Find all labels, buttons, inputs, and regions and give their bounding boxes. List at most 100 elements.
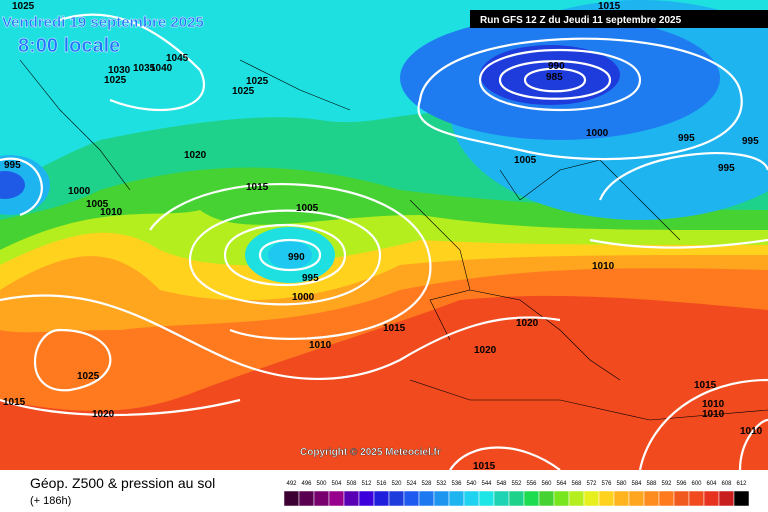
copyright: Copyright © 2025 Meteociel.fr bbox=[300, 447, 441, 458]
scale-label: 500 bbox=[316, 481, 327, 487]
scale-label: 540 bbox=[466, 481, 477, 487]
isobar-label: 1035 bbox=[133, 63, 156, 74]
scale-label: 548 bbox=[496, 481, 507, 487]
isobar-label: 995 bbox=[4, 160, 21, 171]
isobar-label: 1010 bbox=[592, 261, 615, 272]
scale-swatch bbox=[298, 490, 315, 507]
isobar-label: 985 bbox=[546, 72, 563, 83]
scale-swatch bbox=[328, 490, 345, 507]
isobar-label: 1025 bbox=[12, 1, 35, 12]
time-text: 8:00 locale bbox=[18, 35, 120, 57]
scale-swatch bbox=[358, 490, 375, 507]
scale-label: 564 bbox=[556, 481, 567, 487]
scale-label: 528 bbox=[421, 481, 432, 487]
scale-swatch bbox=[598, 490, 615, 507]
scale-swatch bbox=[688, 490, 705, 507]
isobar-label: 995 bbox=[718, 163, 735, 174]
scale-swatch bbox=[418, 490, 435, 507]
run-box bbox=[470, 10, 768, 28]
isobar-label: 1020 bbox=[92, 409, 115, 420]
scale-label: 552 bbox=[511, 481, 522, 487]
isobar-label: 1000 bbox=[586, 128, 609, 139]
isobar bbox=[417, 37, 743, 161]
isobar-label: 1010 bbox=[702, 399, 725, 410]
isobar-label: 1015 bbox=[383, 323, 406, 334]
isobar-label: 1030 bbox=[108, 65, 131, 76]
isobar-label: 995 bbox=[678, 133, 695, 144]
isobar-label: 1005 bbox=[86, 199, 109, 210]
scale-label: 512 bbox=[361, 481, 372, 487]
isobar-label: 1020 bbox=[516, 318, 539, 329]
scale-label: 532 bbox=[436, 481, 447, 487]
scale-label: 588 bbox=[646, 481, 657, 487]
scale-swatch bbox=[463, 490, 480, 507]
scale-swatch bbox=[628, 490, 645, 507]
scale-swatch bbox=[733, 490, 750, 507]
scale-label: 600 bbox=[691, 481, 702, 487]
isobar-label: 1010 bbox=[740, 426, 763, 437]
scale-swatch bbox=[403, 490, 420, 507]
scale-label: 556 bbox=[526, 481, 537, 487]
isobar-label: 1020 bbox=[184, 150, 207, 161]
isobar-label: 1020 bbox=[474, 345, 497, 356]
isobar-label: 1005 bbox=[296, 203, 319, 214]
isobar-label: 1015 bbox=[246, 182, 269, 193]
scale-swatch bbox=[448, 490, 465, 507]
scale-swatch bbox=[538, 490, 555, 507]
scale-swatch bbox=[523, 490, 540, 507]
scale-swatch bbox=[433, 490, 450, 507]
isobar-label: 1015 bbox=[598, 1, 621, 12]
legend-title: Géop. Z500 & pression au sol bbox=[30, 475, 215, 491]
scale-swatch bbox=[703, 490, 720, 507]
isobar-label: 1010 bbox=[100, 207, 123, 218]
isobar-label: 990 bbox=[288, 252, 305, 263]
scale-label: 504 bbox=[331, 481, 342, 487]
scale-label: 496 bbox=[301, 481, 312, 487]
isobar-label: 990 bbox=[548, 61, 565, 72]
isobar-label: 1025 bbox=[246, 76, 269, 87]
scale-swatch bbox=[658, 490, 675, 507]
scale-swatch bbox=[673, 490, 690, 507]
isobar-label: 1010 bbox=[702, 409, 725, 420]
isobar-label: 1000 bbox=[68, 186, 91, 197]
scale-label: 596 bbox=[676, 481, 687, 487]
scale-swatch bbox=[568, 490, 585, 507]
scale-label: 560 bbox=[541, 481, 552, 487]
scale-label: 520 bbox=[391, 481, 402, 487]
isobar-label: 1025 bbox=[232, 86, 255, 97]
scale-swatch bbox=[583, 490, 600, 507]
scale-label: 604 bbox=[706, 481, 717, 487]
date-text: Vendredi 19 septembre 2025 bbox=[2, 14, 204, 31]
legend-lead: (+ 186h) bbox=[30, 495, 71, 507]
low-west-core bbox=[0, 171, 25, 199]
scale-swatch bbox=[343, 490, 360, 507]
scale-label: 592 bbox=[661, 481, 672, 487]
isobar-label: 995 bbox=[302, 273, 319, 284]
field-dark-blue bbox=[480, 45, 620, 105]
color-scale: 492 496 500 504 508 512 516 520 524 528 532 536 540 5… bbox=[283, 481, 750, 507]
scale-swatch bbox=[388, 490, 405, 507]
isobar-label: 1025 bbox=[104, 75, 127, 86]
scale-label: 568 bbox=[571, 481, 582, 487]
scale-swatch bbox=[613, 490, 630, 507]
scale-label: 536 bbox=[451, 481, 462, 487]
scale-swatch bbox=[643, 490, 660, 507]
isobar-label: 1000 bbox=[292, 292, 315, 303]
isobar-label: 1025 bbox=[77, 371, 100, 382]
scale-label: 492 bbox=[286, 481, 297, 487]
scale-label: 516 bbox=[376, 481, 387, 487]
scale-swatch bbox=[493, 490, 510, 507]
scale-label: 608 bbox=[721, 481, 732, 487]
scale-swatch bbox=[373, 490, 390, 507]
isobar-label: 1010 bbox=[309, 340, 332, 351]
scale-label: 576 bbox=[601, 481, 612, 487]
isobar bbox=[149, 183, 432, 340]
isobar-label: 1015 bbox=[473, 461, 496, 472]
scale-label: 612 bbox=[736, 481, 747, 487]
isobar-label: 995 bbox=[742, 136, 759, 147]
scale-label: 524 bbox=[406, 481, 417, 487]
isobar-label: 1015 bbox=[3, 397, 26, 408]
scale-swatch bbox=[313, 490, 330, 507]
